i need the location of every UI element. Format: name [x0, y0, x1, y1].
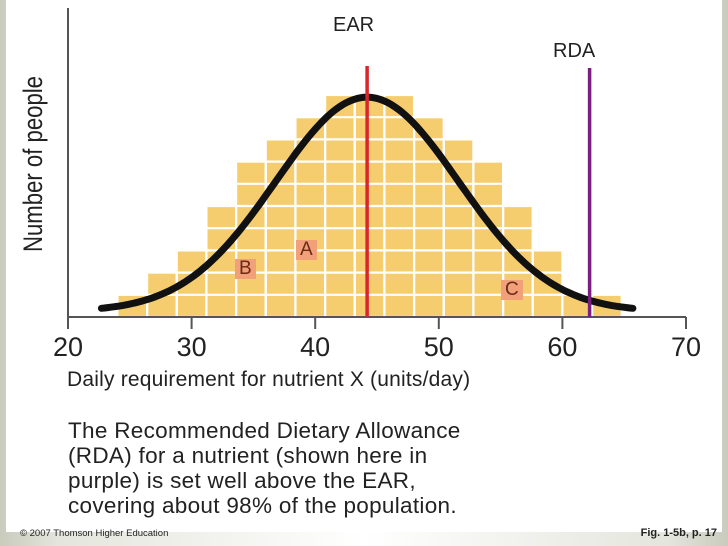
histogram-bar [236, 161, 266, 317]
region-label-a: A [296, 240, 317, 260]
x-tick-label: 50 [423, 332, 454, 362]
x-tick-label: 60 [547, 332, 578, 362]
x-tick-label: 20 [52, 332, 84, 362]
x-axis-ticks [67, 317, 687, 329]
caption-line: (RDA) for a nutrient (shown here in [68, 443, 428, 468]
figure-reference: Fig. 1-5b, p. 17 [640, 527, 717, 539]
copyright-notice: © 2007 Thomson Higher Education [20, 528, 169, 539]
x-axis-label: Daily requirement for nutrient X (units/… [67, 368, 471, 391]
caption-line: purple) is set well above the EAR, [68, 468, 416, 493]
x-tick-label: 40 [300, 332, 331, 362]
chart-area [67, 8, 687, 329]
ear-label: EAR [333, 14, 375, 36]
region-label-b: B [235, 259, 256, 279]
caption-line: covering about 98% of the population. [68, 493, 457, 518]
figure-panel: Number of people EAR RDA A B C 20 30 40 50 6… [6, 0, 722, 532]
figure-caption: The Recommended Dietary Allowance (RDA) … [68, 418, 708, 518]
y-axis-label: Number of people [18, 75, 48, 252]
histogram-bar [414, 117, 444, 317]
region-label-c: C [501, 280, 523, 300]
rda-label: RDA [553, 40, 596, 62]
caption-line: The Recommended Dietary Allowance [68, 418, 461, 443]
x-tick-label: 70 [670, 332, 702, 362]
x-tick-label: 30 [176, 332, 207, 362]
